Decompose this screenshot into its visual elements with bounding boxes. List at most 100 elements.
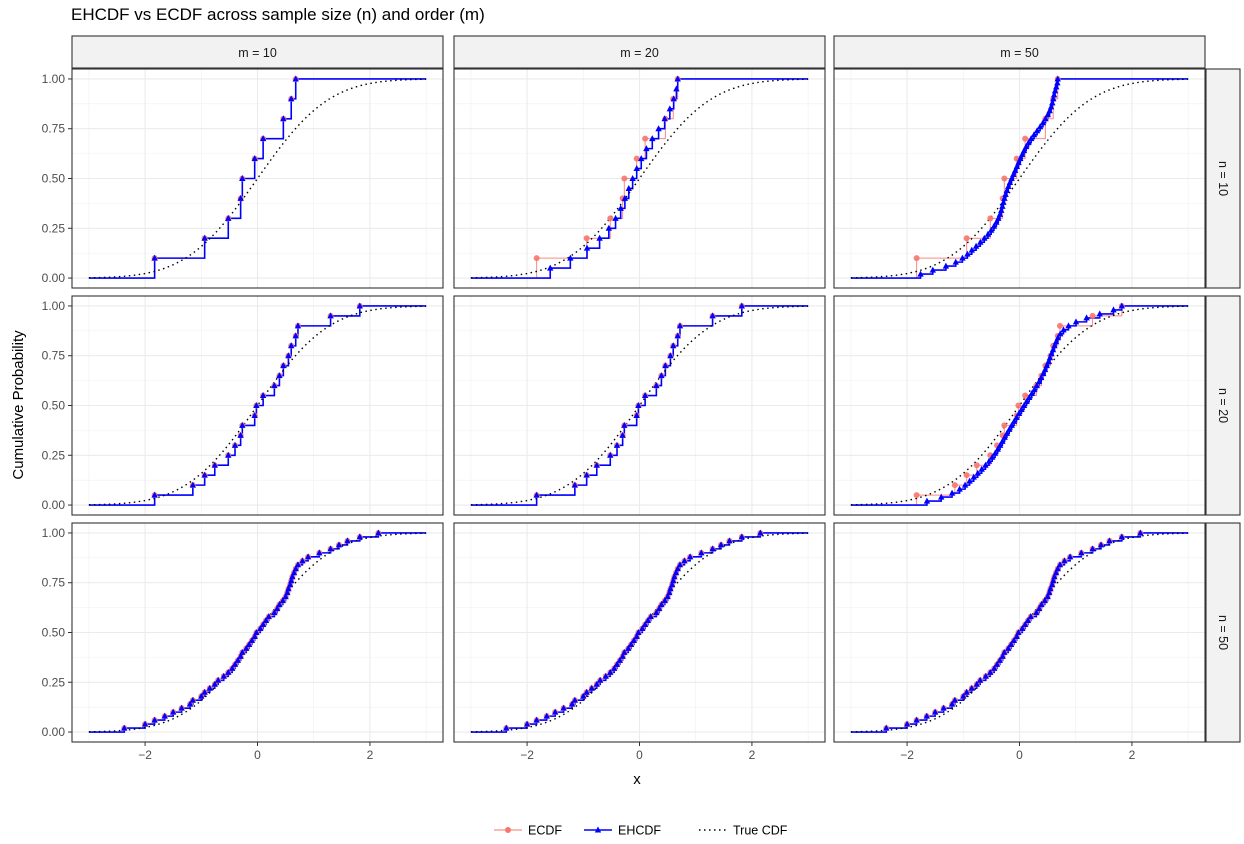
ehcdf-point (1002, 190, 1009, 197)
ehcdf-point (1001, 433, 1008, 440)
ehcdf-point (666, 589, 673, 596)
ehcdf-point (1052, 338, 1060, 345)
ehcdf-point (1046, 354, 1054, 361)
ehcdf-point (279, 597, 286, 604)
ehcdf-point (959, 254, 966, 261)
ehcdf-point (633, 411, 640, 418)
row-strip-n-20 (1205, 295, 1241, 516)
ehcdf-point (674, 332, 681, 339)
ehcdf-point (1005, 182, 1012, 189)
ehcdf-point (280, 115, 287, 122)
ehcdf-point (189, 481, 197, 488)
ehcdf-point (641, 621, 649, 628)
ehcdf-point (251, 155, 258, 162)
ehcdf-point (998, 206, 1005, 213)
ehcdf-point (259, 135, 267, 142)
ehcdf-point (1041, 366, 1049, 373)
x-tick-label: −2 (138, 748, 152, 762)
true-cdf-line (470, 305, 809, 506)
ehcdf-point (503, 724, 510, 731)
ehcdf-point (966, 477, 973, 484)
x-tick-label: −2 (900, 748, 914, 762)
ehcdf-point (1118, 302, 1126, 309)
ehcdf-point (1045, 358, 1052, 365)
ehcdf-point (923, 497, 931, 504)
ehcdf-point (613, 441, 621, 448)
ehcdf-point (289, 573, 296, 580)
ehcdf-point (929, 266, 937, 273)
ehcdf-point (995, 214, 1002, 221)
ehcdf-point (214, 676, 222, 683)
y-axis-title: Cumulative Probability (10, 330, 27, 480)
ehcdf-point (999, 652, 1006, 659)
ehcdf-point (1030, 131, 1038, 138)
y-tick-label: 0.75 (42, 576, 66, 590)
ehcdf-point (627, 640, 635, 647)
ecdf-point (633, 155, 640, 162)
ehcdf-point (523, 720, 531, 727)
ehcdf-point (1089, 545, 1096, 552)
ehcdf-point (1050, 95, 1057, 102)
ehcdf-point (993, 218, 1000, 225)
ehcdf-point (629, 175, 636, 181)
ehcdf-point (1049, 99, 1056, 106)
ehcdf-point (963, 688, 970, 695)
y-tick-label: 0.00 (42, 725, 66, 739)
ehcdf-point (617, 204, 624, 211)
ehcdf-point (883, 724, 890, 731)
ehcdf-point (1137, 529, 1144, 536)
ehcdf-point (1025, 139, 1032, 146)
ehcdf-point (560, 704, 567, 711)
ecdf-point (973, 462, 980, 469)
ehcdf-point (239, 648, 246, 655)
panel-n-20-m-10 (71, 295, 444, 516)
ehcdf-point (198, 692, 205, 699)
ecdf-point (913, 492, 920, 499)
ehcdf-point (1072, 318, 1080, 325)
ehcdf-point (1048, 350, 1055, 357)
ehcdf-point (1015, 409, 1023, 416)
ehcdf-point (674, 75, 681, 82)
ehcdf-point (1008, 175, 1015, 181)
ehcdf-point (978, 465, 985, 472)
panel-n-10-m-10 (71, 68, 444, 289)
ehcdf-point (948, 489, 956, 496)
ehcdf-point (1033, 382, 1040, 389)
ehcdf-point (237, 431, 244, 438)
ehcdf-point (588, 684, 595, 691)
ehcdf-point (1050, 91, 1058, 98)
ehcdf-point (1038, 601, 1045, 608)
ehcdf-point (972, 242, 980, 249)
ehcdf-point (996, 656, 1004, 663)
ehcdf-point (981, 234, 988, 241)
row-strip-label: n = 50 (1216, 615, 1230, 650)
ehcdf-point (991, 664, 998, 671)
ehcdf-point (970, 473, 977, 480)
ehcdf-point (999, 437, 1006, 444)
ehcdf-point (913, 716, 920, 723)
ehcdf-point (335, 541, 343, 548)
ehcdf-point (1020, 147, 1028, 154)
ehcdf-point (738, 533, 746, 540)
ehcdf-point (996, 210, 1004, 217)
ecdf-point (583, 235, 590, 242)
ehcdf-point (942, 262, 950, 269)
ehcdf-point (1053, 83, 1060, 90)
ehcdf-point (1020, 402, 1028, 408)
true-cdf-line (88, 305, 427, 506)
col-strip-label: m = 20 (620, 46, 659, 60)
ehcdf-point (973, 680, 980, 687)
ehcdf-point (940, 704, 947, 711)
ehcdf-point (964, 250, 971, 257)
ehcdf-point (639, 625, 646, 632)
y-tick-label: 0.50 (42, 399, 66, 413)
ecdf-point (621, 175, 628, 182)
ehcdf-point (1013, 413, 1020, 420)
ecdf-point (1001, 175, 1008, 182)
ehcdf-point (547, 264, 554, 271)
ehcdf-point (985, 457, 993, 464)
ecdf-point (1022, 135, 1029, 142)
ehcdf-point (141, 720, 149, 727)
panel-n-10-m-50 (833, 68, 1206, 289)
ehcdf-point (1054, 565, 1061, 572)
